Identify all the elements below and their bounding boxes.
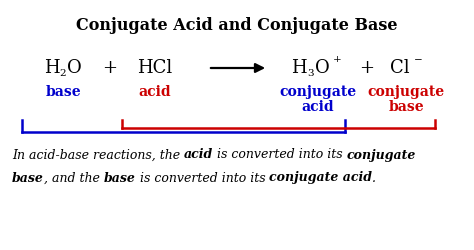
Text: Conjugate Acid and Conjugate Base: Conjugate Acid and Conjugate Base — [76, 17, 398, 34]
Text: O: O — [67, 59, 82, 77]
Text: conjugate: conjugate — [347, 148, 416, 162]
Text: 3: 3 — [308, 68, 314, 78]
Text: conjugate: conjugate — [367, 85, 445, 99]
Text: 2: 2 — [60, 68, 66, 78]
Text: base: base — [12, 172, 44, 184]
Text: is converted into its: is converted into its — [213, 148, 347, 162]
Text: is converted into its: is converted into its — [136, 172, 269, 184]
Text: acid: acid — [301, 100, 334, 114]
Text: +: + — [102, 59, 118, 77]
Text: H: H — [44, 59, 60, 77]
Text: acid: acid — [139, 85, 171, 99]
Text: In acid-base reactions, the: In acid-base reactions, the — [12, 148, 184, 162]
Text: Cl: Cl — [390, 59, 410, 77]
Text: H: H — [291, 59, 307, 77]
Text: base: base — [388, 100, 424, 114]
Text: O: O — [315, 59, 329, 77]
Text: acid: acid — [184, 148, 213, 162]
Text: , and the: , and the — [44, 172, 104, 184]
Text: .: . — [372, 172, 376, 184]
Text: base: base — [45, 85, 81, 99]
Text: conjugate acid: conjugate acid — [269, 172, 372, 184]
Text: HCl: HCl — [137, 59, 173, 77]
Text: +: + — [359, 59, 374, 77]
Text: +: + — [333, 56, 341, 64]
Text: −: − — [414, 56, 422, 64]
Text: base: base — [104, 172, 136, 184]
Text: conjugate: conjugate — [280, 85, 356, 99]
